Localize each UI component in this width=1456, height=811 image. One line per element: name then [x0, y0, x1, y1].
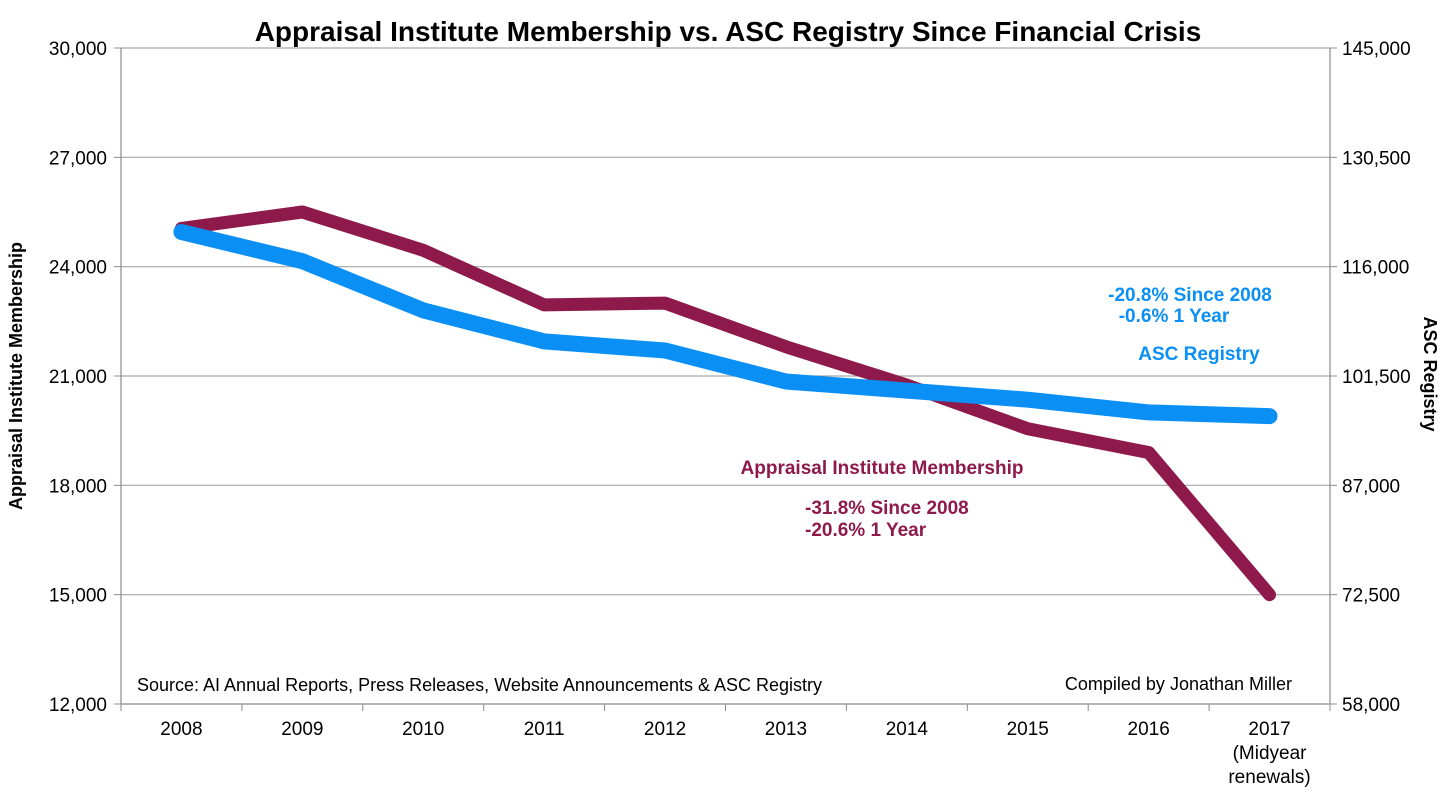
left-axis-label: Appraisal Institute Membership — [6, 242, 26, 510]
x-tick-label: 2008 — [160, 719, 202, 740]
x-tick-label: (Midyear — [1233, 743, 1308, 764]
x-tick-label: 2009 — [281, 719, 323, 740]
x-tick-label: 2017 — [1248, 719, 1290, 740]
credit-note: Compiled by Jonathan Miller — [1065, 674, 1292, 694]
right-tick-label: 145,000 — [1342, 39, 1411, 60]
left-tick-label: 21,000 — [49, 367, 107, 388]
chart-title: Appraisal Institute Membership vs. ASC R… — [255, 16, 1202, 47]
series-line-asc-registry — [173, 224, 1278, 425]
left-tick-label: 15,000 — [49, 586, 107, 607]
right-tick-label: 101,500 — [1342, 367, 1411, 388]
left-tick-label: 12,000 — [49, 695, 107, 716]
right-tick-label: 87,000 — [1342, 476, 1400, 497]
axes: 12,000 58,000 15,000 72,500 18,000 87,000 21,0… — [49, 39, 1411, 788]
x-tick-label: 2011 — [524, 719, 565, 740]
left-tick-label: 27,000 — [49, 148, 107, 169]
x-tick-label: 2014 — [886, 719, 929, 740]
x-tick-label: 2010 — [402, 719, 444, 740]
series-line-appraisal-institute — [174, 205, 1276, 602]
series-lines — [173, 205, 1278, 602]
asc-change-1-year: -0.6% 1 Year — [1119, 306, 1230, 327]
right-tick-label: 130,500 — [1342, 148, 1411, 169]
x-tick-label: 2015 — [1007, 719, 1049, 740]
ai-change-since-2008: -31.8% Since 2008 — [805, 498, 969, 519]
x-tick-label: renewals) — [1228, 767, 1310, 788]
right-tick-label: 72,500 — [1342, 586, 1400, 607]
left-tick-label: 18,000 — [49, 476, 107, 497]
x-tick-label: 2012 — [644, 719, 686, 740]
x-tick-label: 2016 — [1128, 719, 1170, 740]
asc-change-since-2008: -20.8% Since 2008 — [1108, 285, 1272, 306]
asc-series-label: ASC Registry — [1138, 344, 1260, 365]
left-tick-label: 24,000 — [49, 258, 107, 279]
x-tick-label: 2013 — [765, 719, 807, 740]
ai-series-label: Appraisal Institute Membership — [741, 458, 1024, 479]
ai-change-1-year: -20.6% 1 Year — [805, 520, 927, 541]
right-axis-label: ASC Registry — [1420, 316, 1440, 431]
right-tick-label: 58,000 — [1342, 695, 1400, 716]
right-tick-label: 116,000 — [1342, 258, 1409, 279]
source-note: Source: AI Annual Reports, Press Release… — [137, 675, 822, 695]
left-tick-label: 30,000 — [49, 39, 107, 60]
